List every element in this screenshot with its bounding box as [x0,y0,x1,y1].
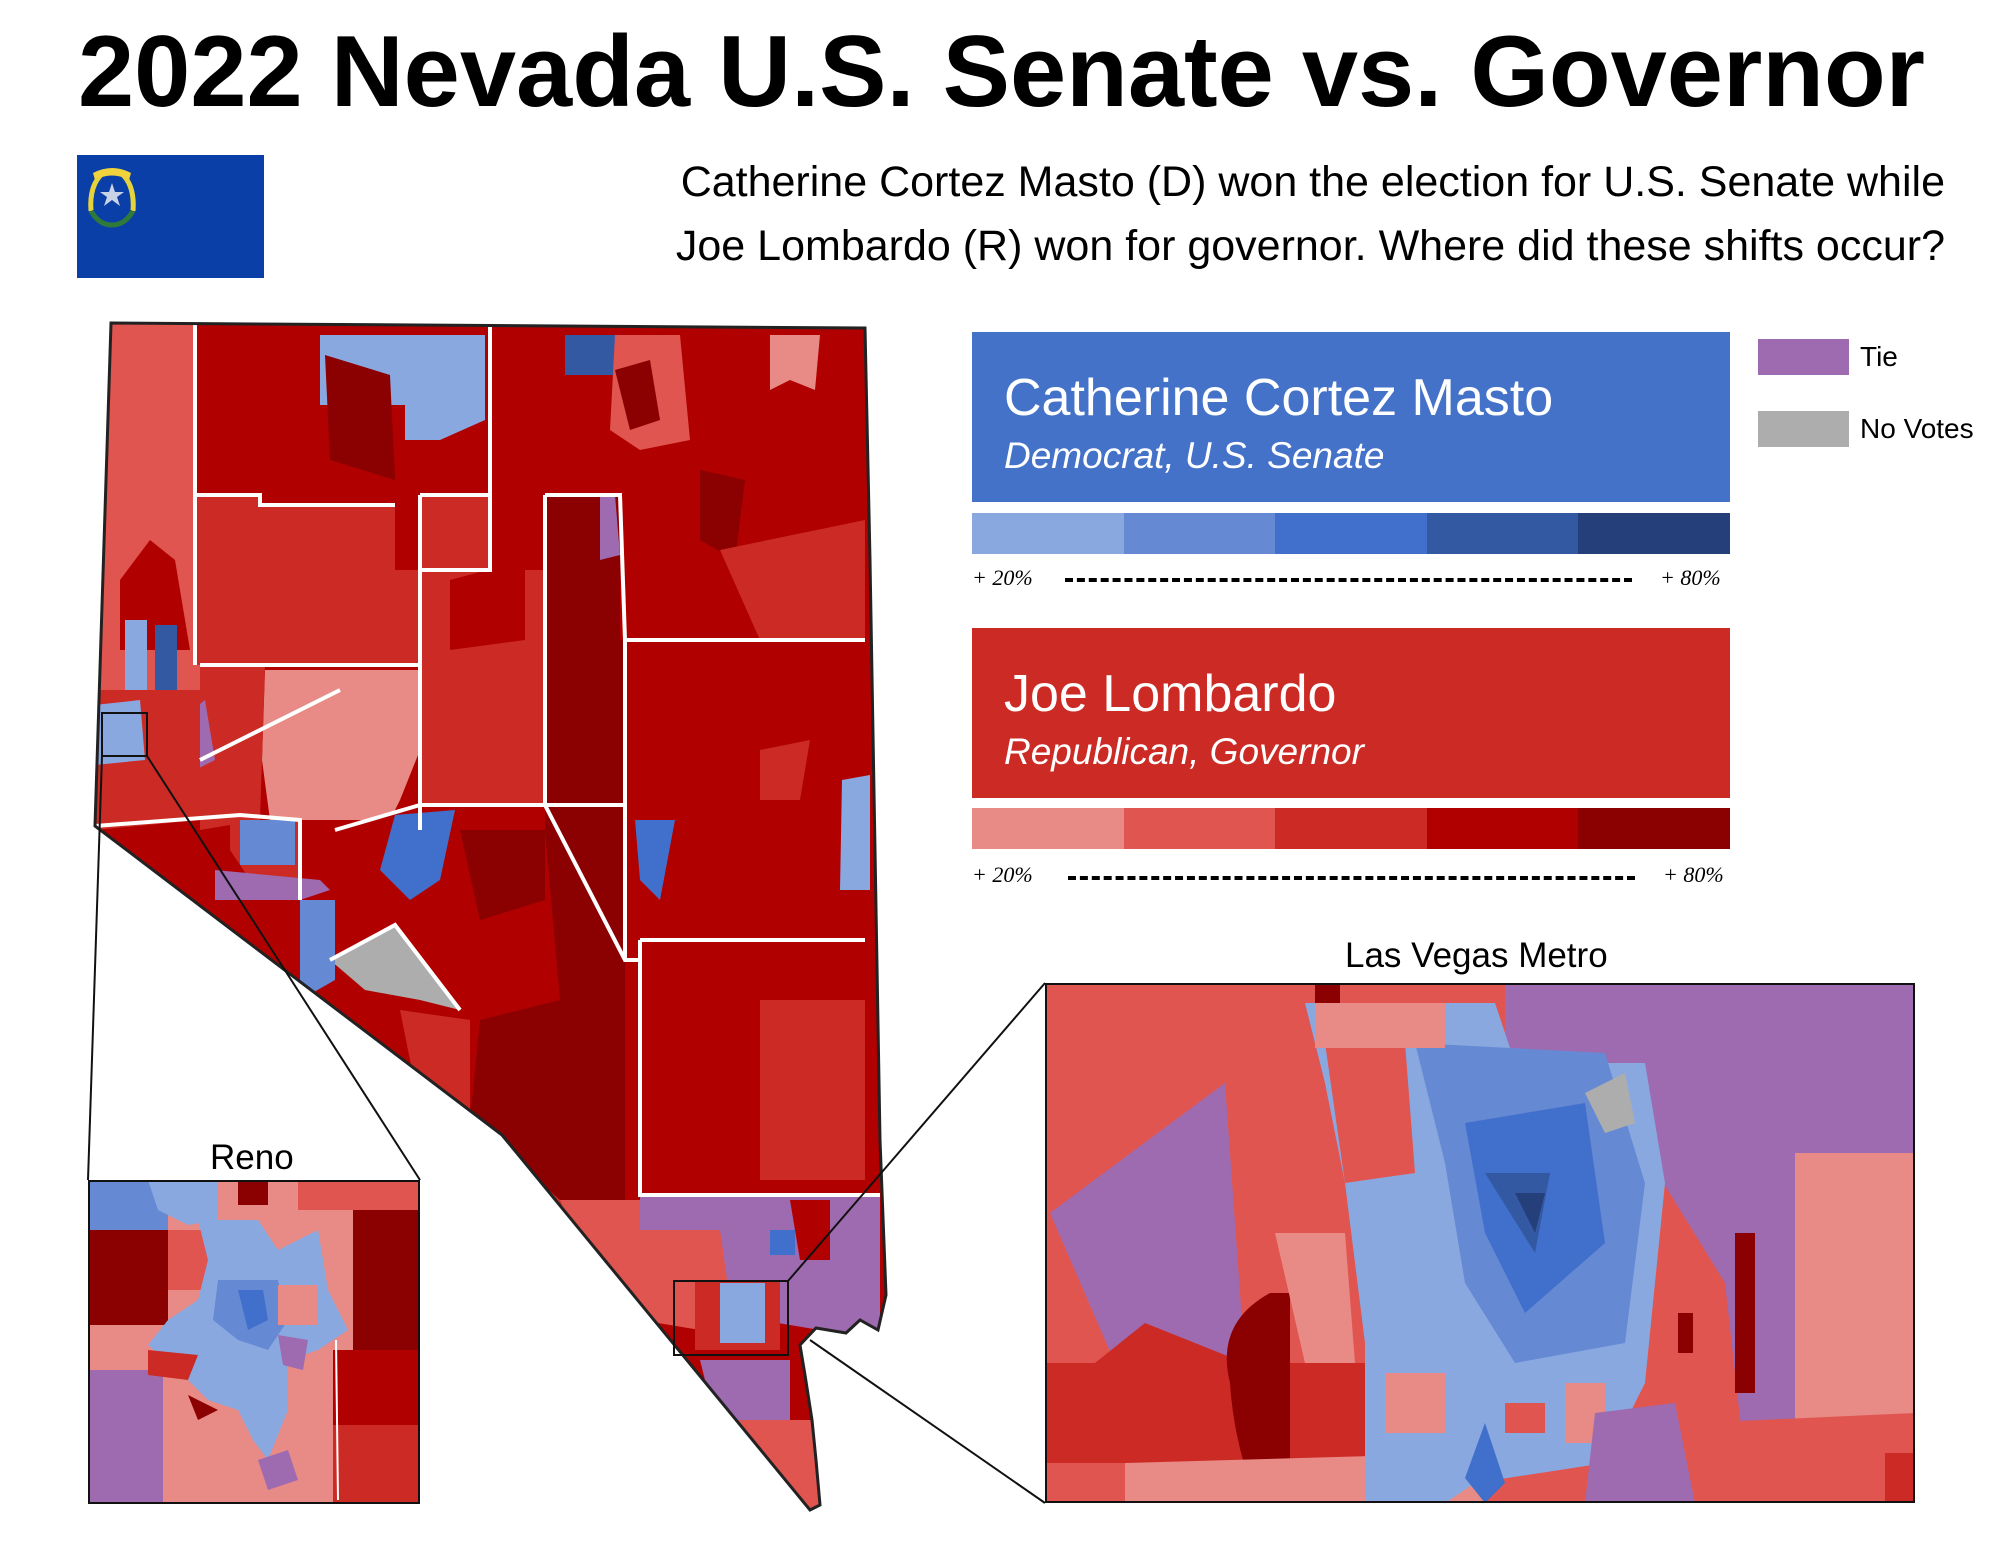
republican-candidate-name: Joe Lombardo [1004,665,1337,723]
republican-candidate-role: Republican, Governor [1004,731,1364,772]
republican-candidate-box: Joe Lombardo Republican, Governor [972,628,1730,798]
scale-step-3 [1275,808,1427,849]
scale-step-4 [1426,808,1579,849]
reno-inset-label: Reno [210,1138,294,1177]
las-vegas-inset-map [1045,983,1915,1503]
scale-step-3 [1275,513,1427,554]
republican-scale-min-label: + 20% [972,862,1033,887]
scale-step-2 [1123,513,1276,554]
las-vegas-locator-box [673,1280,789,1356]
nevada-flag-icon [77,155,264,278]
democrat-candidate-box: Catherine Cortez Masto Democrat, U.S. Se… [972,332,1730,502]
no-votes-label: No Votes [1860,413,1974,444]
scale-dotted-line [1065,578,1632,582]
scale-step-2 [1123,808,1276,849]
scale-dotted-line [1068,876,1635,880]
tie-label: Tie [1860,341,1898,372]
democrat-scale-min-label: + 20% [972,565,1033,590]
scale-step-1 [972,808,1124,849]
democrat-color-scale [972,513,1730,554]
scale-step-5 [1578,808,1730,849]
republican-scale-max-label: + 80% [1663,862,1724,887]
subtitle: Catherine Cortez Masto (D) won the elect… [545,150,1945,278]
subtitle-line-1: Catherine Cortez Masto (D) won the elect… [680,158,1945,206]
tie-swatch [1758,339,1849,375]
reno-locator-box [101,712,148,757]
las-vegas-inset-label: Las Vegas Metro [1345,936,1608,975]
no-votes-swatch [1758,411,1849,447]
republican-color-scale [972,808,1730,849]
scale-step-5 [1578,513,1730,554]
scale-step-4 [1426,513,1579,554]
democrat-scale-max-label: + 80% [1660,565,1721,590]
scale-step-1 [972,513,1124,554]
subtitle-line-2: Joe Lombardo (R) won for governor. Where… [675,222,1945,270]
page-title: 2022 Nevada U.S. Senate vs. Governor [78,16,1925,128]
nevada-state-outline [93,321,888,1512]
reno-inset-map [88,1180,420,1504]
democrat-candidate-role: Democrat, U.S. Senate [1004,435,1385,476]
democrat-candidate-name: Catherine Cortez Masto [1004,369,1554,427]
